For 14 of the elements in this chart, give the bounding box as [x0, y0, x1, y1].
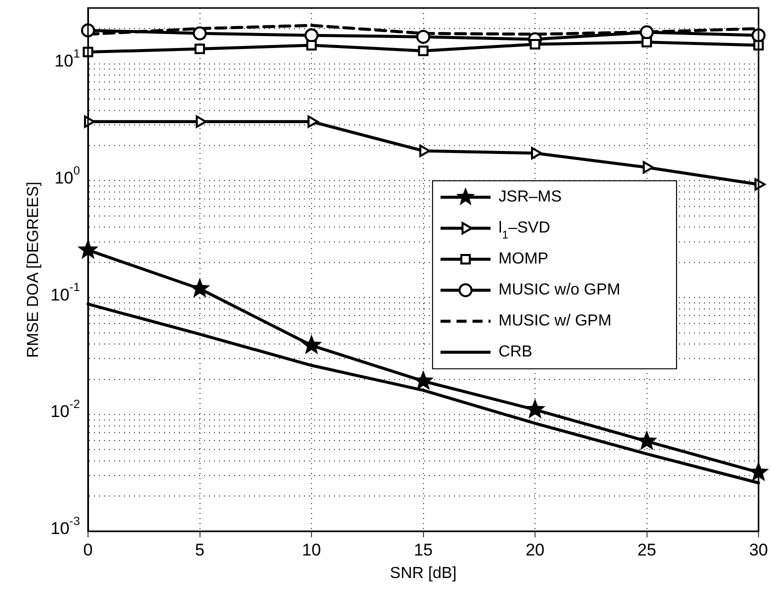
x-tick-label: 10: [302, 540, 321, 560]
x-tick-label: 0: [83, 540, 93, 560]
x-tick-label: 20: [526, 540, 544, 560]
x-tick-label: 5: [195, 540, 204, 560]
legend-label: MOMP: [498, 250, 548, 268]
legend-label: JSR–MS: [498, 188, 562, 206]
legend-label: CRB: [498, 344, 532, 361]
legend-label: MUSIC w/o GPM: [498, 282, 620, 299]
x-tick-label: 25: [637, 540, 656, 560]
y-axis-title: RMSE DOA [DEGREES]: [25, 182, 42, 358]
x-tick-label: 15: [414, 540, 433, 560]
x-tick-label: 30: [749, 540, 768, 560]
x-axis-title: SNR [dB]: [390, 564, 457, 582]
legend-label: MUSIC w/ GPM: [498, 312, 612, 330]
